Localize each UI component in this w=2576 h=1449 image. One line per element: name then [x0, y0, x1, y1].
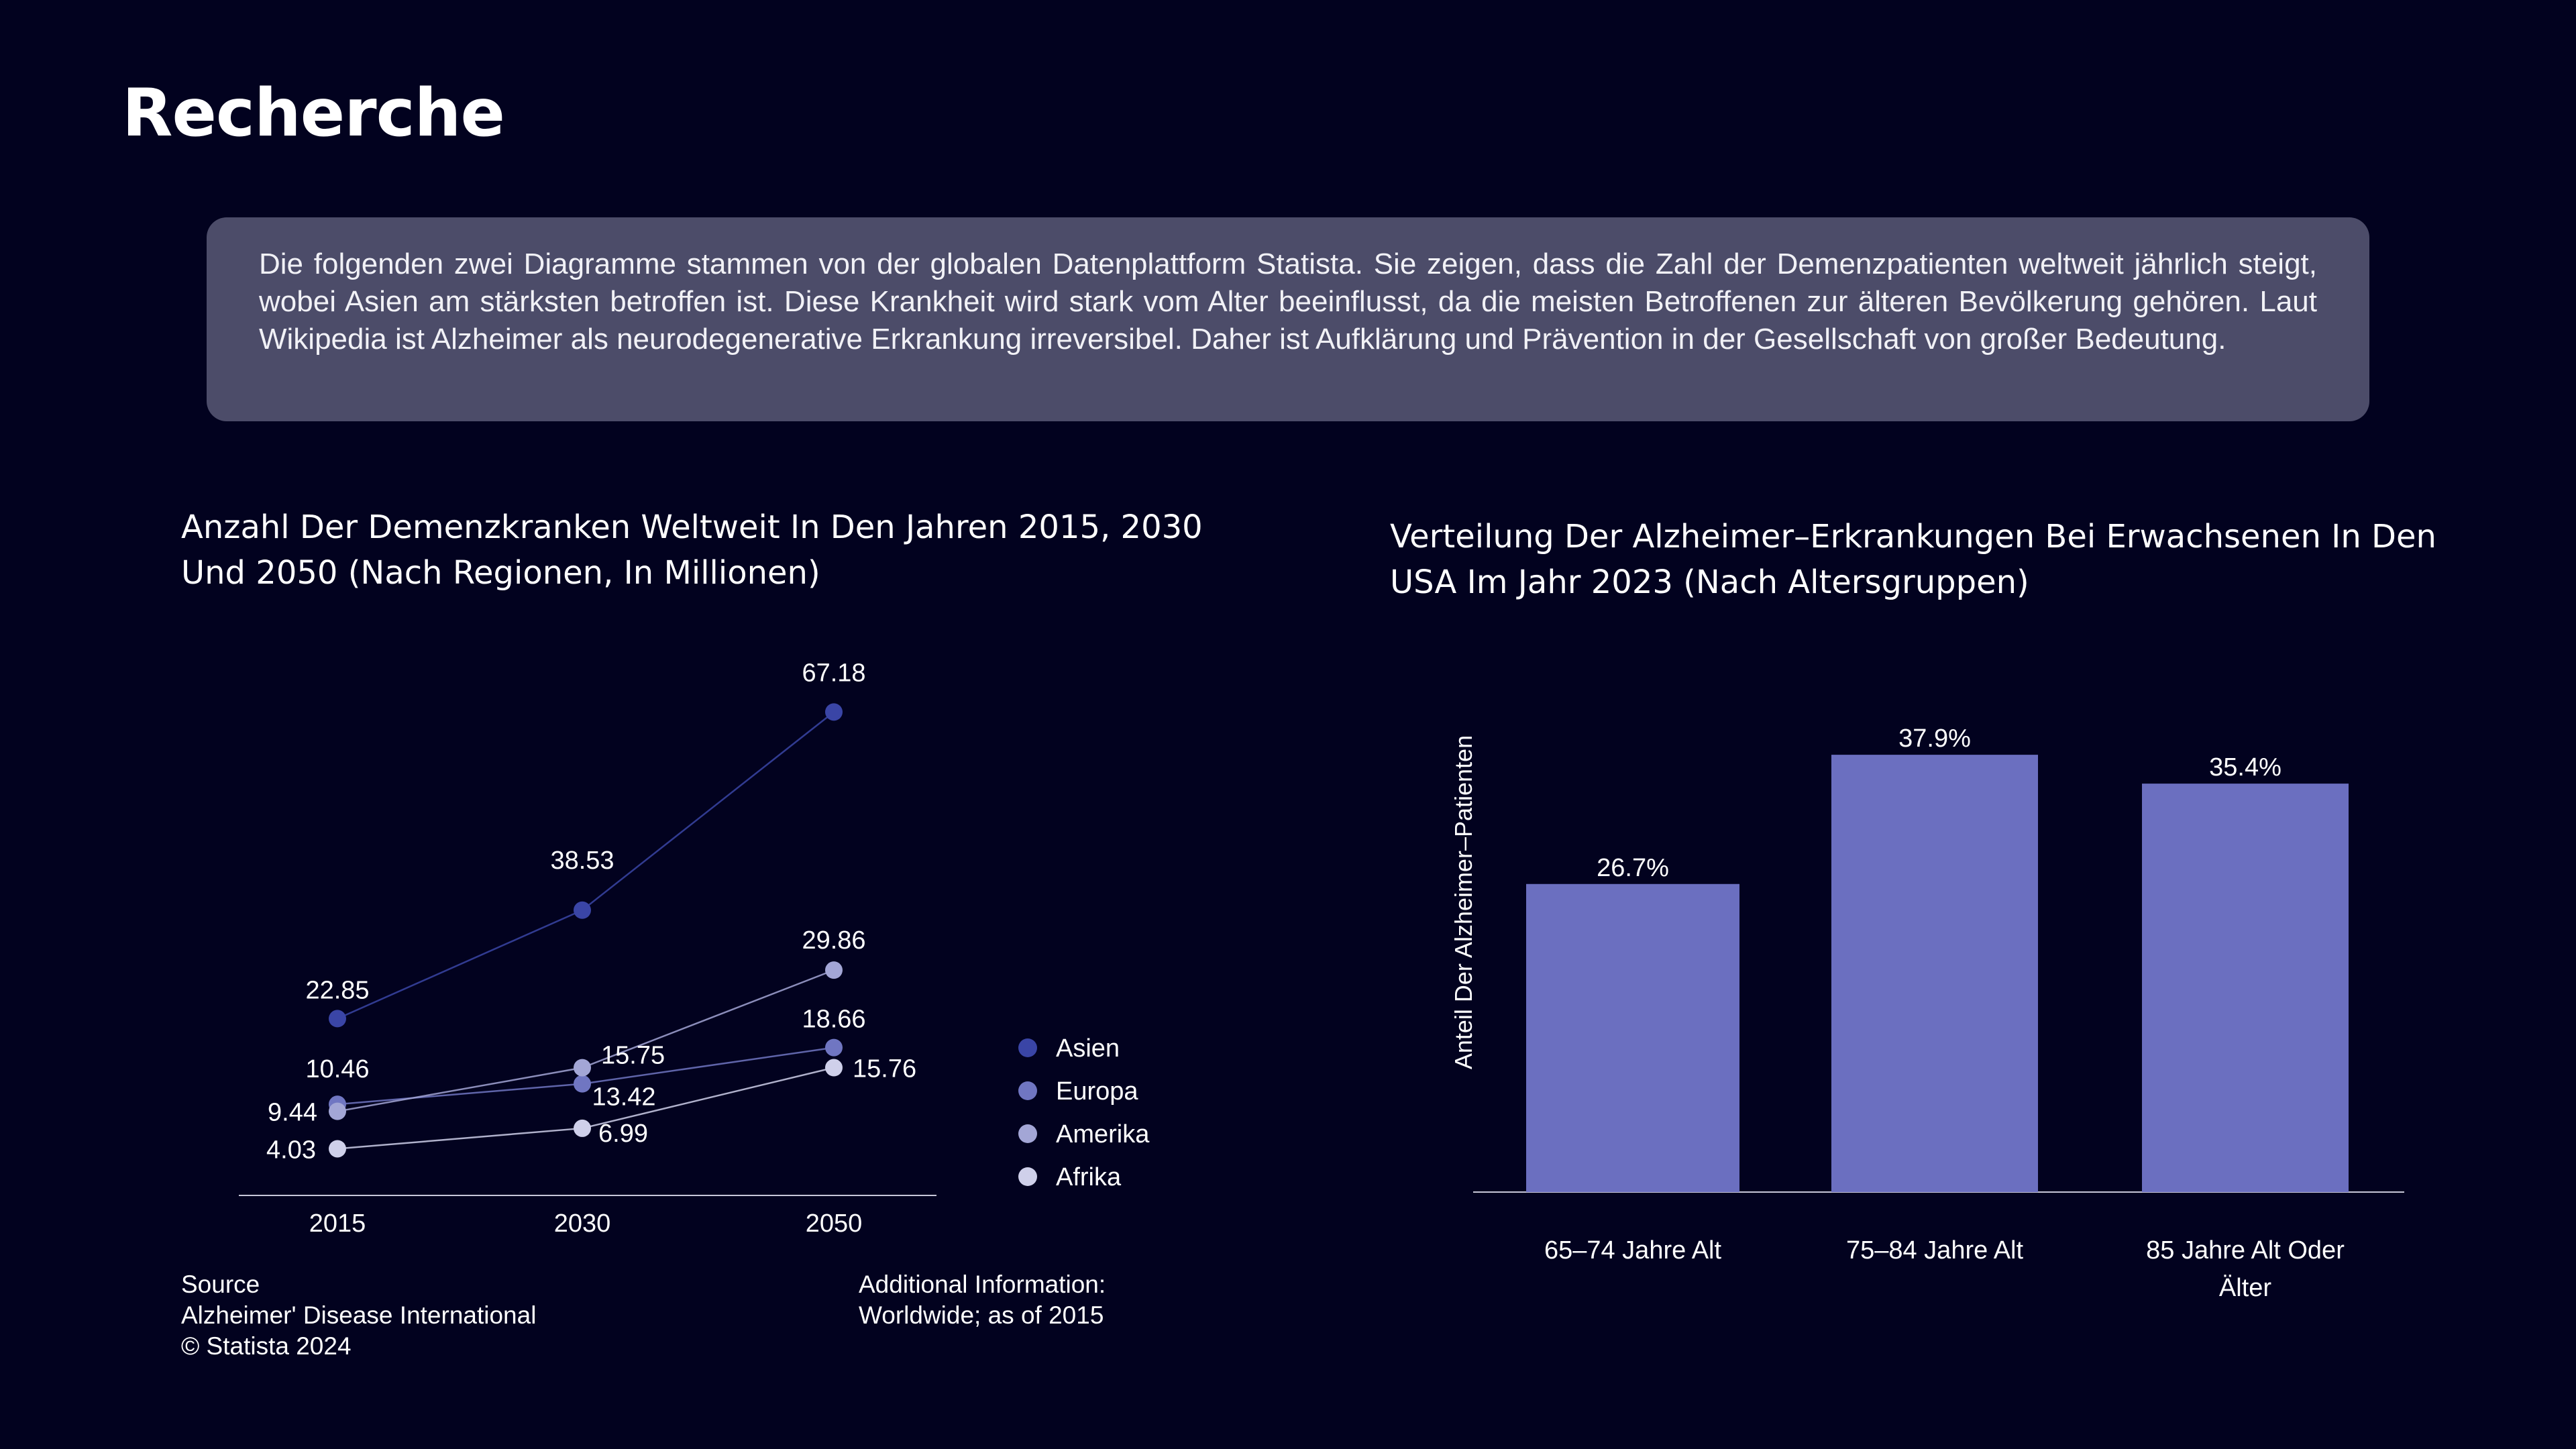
- additional-info-line-1: Worldwide; as of 2015: [859, 1301, 1104, 1329]
- value-label-asien-2030: 38.53: [550, 847, 614, 875]
- intro-text: Die folgenden zwei Diagramme stammen von…: [259, 248, 2317, 356]
- value-label-europa-2015: 10.46: [305, 1055, 369, 1083]
- legend-label-asien: Asien: [1056, 1034, 1120, 1063]
- point-asien-2030: [574, 901, 591, 919]
- value-label-asien-2015: 22.85: [305, 976, 369, 1004]
- value-label-europa-2050: 18.66: [802, 1006, 865, 1034]
- line-chart-title: Anzahl Der Demenzkranken Weltweit In Den…: [181, 508, 1203, 592]
- source-heading: Source: [181, 1271, 260, 1298]
- bar-1: [1526, 883, 1739, 1192]
- value-label-afrika-2030: 6.99: [598, 1120, 648, 1148]
- bar-value-label-1: 26.7%: [1597, 854, 1669, 882]
- point-amerika-2015: [329, 1102, 346, 1120]
- legend-marker-amerika: [1018, 1124, 1037, 1143]
- bar-3: [2142, 784, 2349, 1192]
- value-label-afrika-2050: 15.76: [853, 1055, 916, 1083]
- point-europa-2050: [825, 1038, 843, 1057]
- legend-marker-europa: [1018, 1081, 1037, 1100]
- x-tick-label-2015: 2015: [309, 1210, 366, 1238]
- point-afrika-2015: [329, 1140, 346, 1158]
- legend-label-europa: Europa: [1056, 1077, 1138, 1106]
- point-amerika-2030: [574, 1059, 591, 1077]
- source-line-1: Alzheimer' Disease International: [181, 1301, 537, 1329]
- x-tick-label-2030: 2030: [554, 1210, 611, 1238]
- value-label-afrika-2015: 4.03: [266, 1136, 316, 1164]
- legend-marker-afrika: [1018, 1167, 1037, 1186]
- legend-marker-asien: [1018, 1038, 1037, 1057]
- point-amerika-2050: [825, 961, 843, 979]
- bar-2: [1831, 755, 2038, 1192]
- page-title: Recherche: [122, 75, 505, 152]
- legend-label-afrika: Afrika: [1056, 1163, 1122, 1191]
- value-label-amerika-2050: 29.86: [802, 926, 865, 955]
- value-label-amerika-2015: 9.44: [268, 1099, 317, 1127]
- category-label-2: 75–84 Jahre Alt: [1846, 1236, 2024, 1265]
- x-tick-label-2050: 2050: [806, 1210, 863, 1238]
- bar-value-label-3: 35.4%: [2209, 753, 2282, 782]
- point-afrika-2030: [574, 1119, 591, 1137]
- additional-info-heading: Additional Information:: [859, 1271, 1106, 1298]
- point-asien-2050: [825, 703, 843, 721]
- source-line-2: © Statista 2024: [181, 1332, 352, 1360]
- point-europa-2030: [574, 1075, 591, 1093]
- y-axis-title: Anteil Der Alzheimer–Patienten: [1450, 735, 1477, 1069]
- value-label-amerika-2030: 15.75: [601, 1042, 665, 1070]
- source-block: Source Alzheimer' Disease International …: [181, 1269, 536, 1362]
- value-label-europa-2030: 13.42: [592, 1083, 655, 1112]
- value-label-asien-2050: 67.18: [802, 659, 865, 687]
- point-afrika-2050: [825, 1059, 843, 1077]
- bar-value-label-2: 37.9%: [1898, 724, 1971, 753]
- point-asien-2015: [329, 1010, 346, 1028]
- bar-chart-title: Verteilung Der Alzheimer–Erkrankungen Be…: [1390, 518, 2436, 601]
- category-label-1: 65–74 Jahre Alt: [1544, 1236, 1722, 1265]
- intro-box: Die folgenden zwei Diagramme stammen von…: [207, 217, 2369, 421]
- category-label-3: 85 Jahre Alt Oder Älter: [2146, 1236, 2345, 1302]
- additional-info-block: Additional Information: Worldwide; as of…: [859, 1269, 1106, 1331]
- legend-label-amerika: Amerika: [1056, 1120, 1150, 1148]
